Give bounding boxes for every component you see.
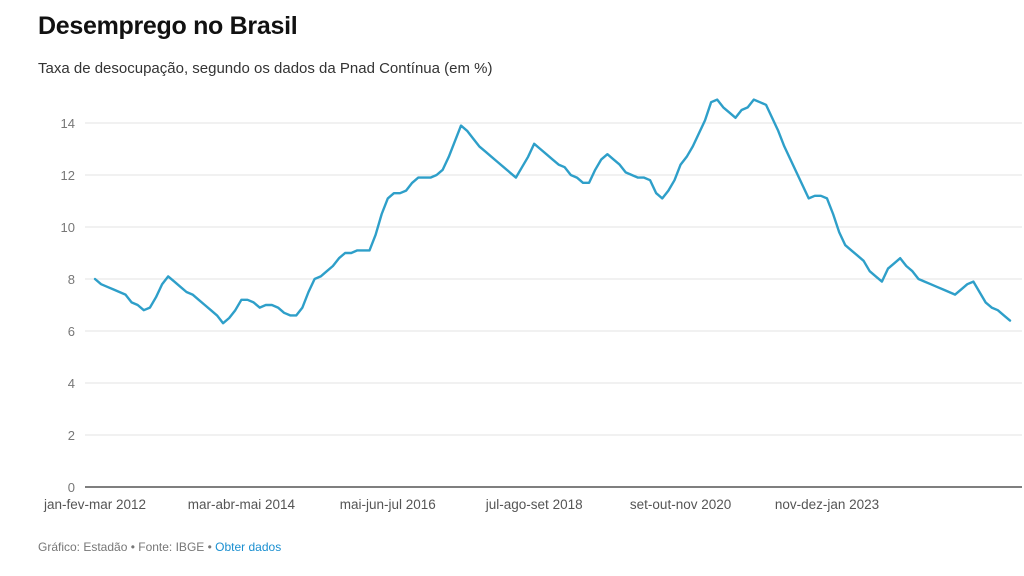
y-axis-ticks: 0 2 4 6 8 10 12 14 bbox=[61, 116, 75, 495]
y-tick-label: 12 bbox=[61, 168, 75, 183]
x-tick-label: jan-fev-mar 2012 bbox=[43, 497, 146, 512]
y-tick-label: 8 bbox=[68, 272, 75, 287]
series-group bbox=[93, 98, 1012, 325]
chart-subtitle: Taxa de desocupação, segundo os dados da… bbox=[38, 60, 493, 77]
x-tick-label: nov-dez-jan 2023 bbox=[775, 497, 879, 512]
y-tick-label: 14 bbox=[61, 116, 75, 131]
x-tick-label: mai-jun-jul 2016 bbox=[340, 497, 436, 512]
x-tick-label: set-out-nov 2020 bbox=[630, 497, 731, 512]
y-tick-label: 0 bbox=[68, 480, 75, 495]
y-tick-label: 10 bbox=[61, 220, 75, 235]
y-tick-label: 4 bbox=[68, 376, 75, 391]
x-axis-ticks: jan-fev-mar 2012 mar-abr-mai 2014 mai-jun-… bbox=[43, 497, 879, 512]
y-tick-label: 2 bbox=[68, 428, 75, 443]
chart-title: Desemprego no Brasil bbox=[38, 12, 298, 40]
y-tick-label: 6 bbox=[68, 324, 75, 339]
line-chart: 0 2 4 6 8 10 12 14 jan-fev-mar 2012 mar-abr-mai … bbox=[43, 98, 1022, 512]
chart-footer: Gráfico: Estadão • Fonte: IBGE • Obter d… bbox=[38, 540, 281, 554]
x-tick-label: mar-abr-mai 2014 bbox=[188, 497, 296, 512]
gridlines bbox=[85, 122, 1022, 488]
unemployment-rate-line bbox=[93, 98, 1012, 325]
x-tick-label: jul-ago-set 2018 bbox=[485, 497, 583, 512]
source-credit: Gráfico: Estadão • Fonte: IBGE • bbox=[38, 540, 216, 554]
get-data-link[interactable]: Obter dados bbox=[215, 540, 282, 554]
